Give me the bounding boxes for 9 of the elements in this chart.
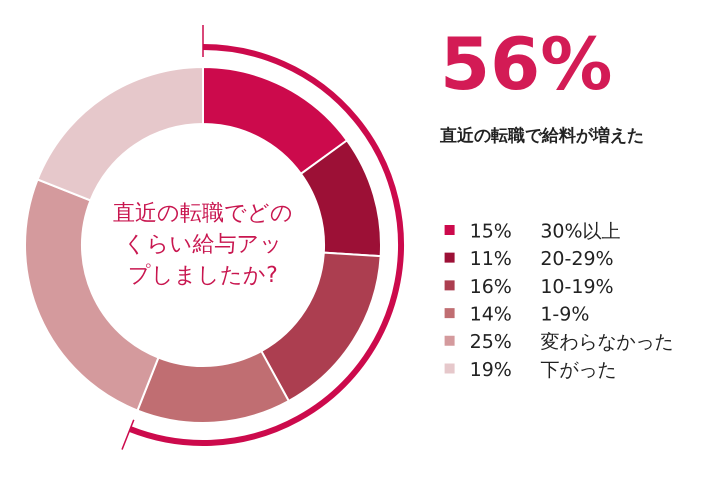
legend-label: 25% 変わらなかった <box>470 331 674 354</box>
legend-label: 19% 下がった <box>470 358 616 381</box>
text: 56% <box>440 22 612 106</box>
legend-label: 14% 1-9% <box>470 303 590 326</box>
text: 直近の転職で給料が増えた <box>440 125 644 147</box>
text: 直近の転職でどのくらい給与アップしましたか? <box>113 200 293 290</box>
legend-label: 11% 20-29% <box>470 248 614 270</box>
legend-label: 16% 10-19% <box>470 276 614 298</box>
legend-label: 15% 30%以上 <box>470 220 621 242</box>
